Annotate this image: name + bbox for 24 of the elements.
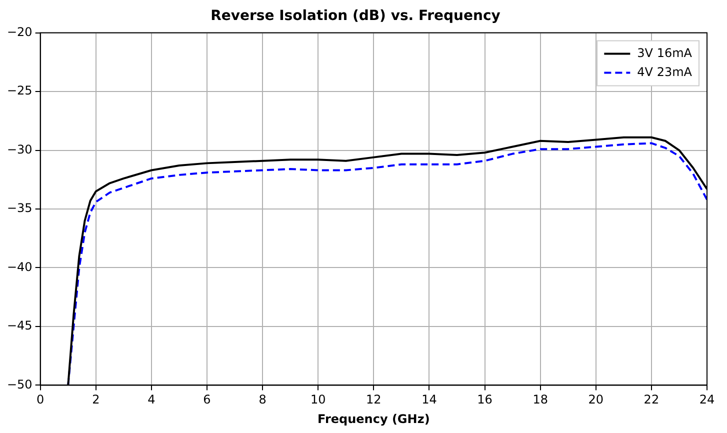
x-tick-label: 10 (310, 392, 326, 407)
x-tick-label: 8 (258, 392, 266, 407)
y-tick-label: −45 (6, 318, 32, 333)
x-tick-label: 18 (532, 392, 548, 407)
x-tick-label: 14 (422, 392, 437, 407)
x-axis-title: Frequency (GHz) (318, 412, 430, 426)
y-tick-label: −35 (6, 201, 32, 216)
y-tick-label: −40 (6, 260, 32, 274)
x-tick-label: 12 (366, 392, 382, 407)
x-tick-label: 20 (588, 392, 604, 407)
y-tick-label: −30 (6, 142, 32, 156)
x-tick-label: 22 (644, 392, 660, 407)
x-tick-label: 2 (92, 392, 100, 407)
x-tick-label: 0 (36, 392, 44, 407)
y-tick-label: −50 (6, 377, 32, 392)
chart-title: Reverse Isolation (dB) vs. Frequency (210, 8, 500, 24)
x-tick-label: 24 (699, 392, 715, 407)
legend-label: 3V 16mA (637, 46, 693, 60)
x-tick-label: 4 (148, 392, 156, 407)
x-tick-label: 16 (477, 392, 492, 407)
y-tick-label: −20 (6, 24, 32, 39)
x-tick-label: 6 (203, 392, 211, 407)
legend-label: 4V 23mA (637, 64, 693, 79)
y-tick-label: −25 (6, 84, 32, 98)
